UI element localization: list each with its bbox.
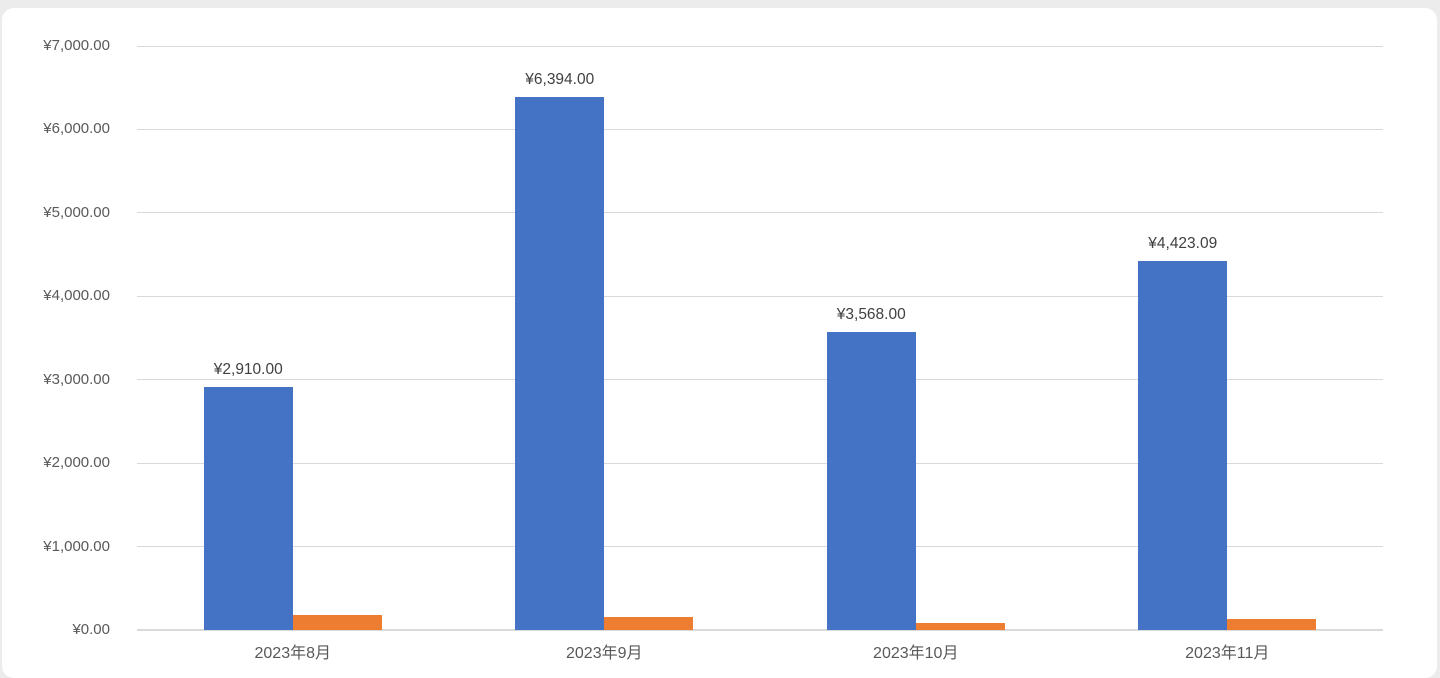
data-label: ¥6,394.00	[525, 70, 595, 88]
blue-bar	[1138, 260, 1228, 630]
orange-bar	[292, 614, 382, 630]
x-axis-category-label: 2023年10月	[873, 645, 959, 662]
y-axis-tick-label: ¥0.00	[72, 621, 110, 638]
x-axis-line	[137, 629, 1383, 631]
x-axis-category-label: 2023年11月	[1185, 645, 1270, 662]
y-axis-tick-label: ¥1,000.00	[43, 537, 110, 555]
gridline	[137, 462, 1383, 464]
x-axis-category-label: 2023年8月	[254, 645, 332, 662]
data-label: ¥2,910.00	[213, 361, 283, 379]
orange-bar	[604, 617, 694, 630]
gridline	[137, 128, 1383, 130]
y-axis-tick-label: ¥6,000.00	[43, 120, 110, 138]
plot-area: ¥0.00 ¥1,000.00 ¥2,000.00 ¥3,000.00 ¥4,000.0…	[2, 8, 1437, 678]
y-axis-tick-label: ¥3,000.00	[43, 370, 110, 388]
gridline	[137, 379, 1383, 381]
blue-bar	[826, 332, 916, 630]
data-label: ¥3,568.00	[836, 306, 906, 324]
orange-bar	[1227, 619, 1317, 630]
gridline	[137, 212, 1383, 214]
y-axis-tick-label: ¥7,000.00	[43, 37, 110, 54]
y-axis-tick-label: ¥5,000.00	[43, 203, 110, 221]
data-label: ¥4,423.09	[1148, 234, 1218, 252]
chart-card: ¥0.00 ¥1,000.00 ¥2,000.00 ¥3,000.00 ¥4,000.0…	[2, 8, 1437, 678]
y-axis-tick-label: ¥2,000.00	[43, 454, 110, 472]
gridline	[137, 45, 1383, 47]
gridline	[137, 295, 1383, 297]
x-axis-category-label: 2023年9月	[566, 645, 643, 662]
blue-bar	[515, 96, 605, 630]
orange-bar	[915, 622, 1005, 630]
gridline	[137, 546, 1383, 548]
y-axis-tick-label: ¥4,000.00	[43, 287, 110, 305]
blue-bar	[203, 387, 293, 630]
